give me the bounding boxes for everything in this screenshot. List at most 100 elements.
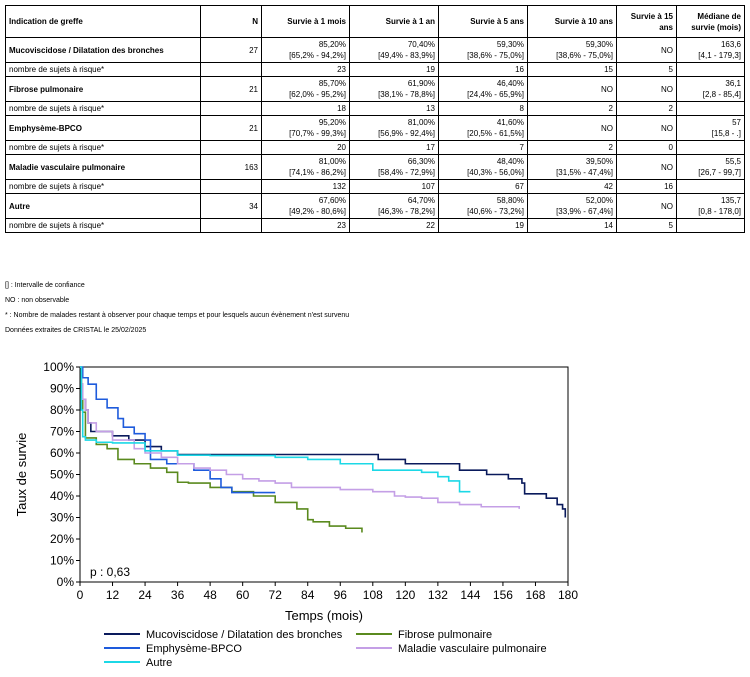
risk-count: 67: [438, 179, 528, 194]
x-tick-label: 168: [525, 588, 545, 602]
risk-row: nombre de sujets à risque* 18 13 8 2 2: [5, 101, 745, 116]
survival-value: 41,60%: [496, 118, 524, 127]
survival-ci: [31,5% - 47,4%]: [556, 168, 613, 177]
risk-count: 107: [349, 179, 439, 194]
risk-count: [676, 140, 745, 155]
survival-value: 46,40%: [496, 79, 524, 88]
survival-ci: [49,4% - 83,9%]: [378, 51, 435, 60]
x-tick-label: 84: [301, 588, 315, 602]
x-tick-label: 48: [203, 588, 217, 602]
survival-ci: [70,7% - 99,3%]: [289, 129, 346, 138]
risk-empty: [200, 179, 262, 194]
survival-15y: NO: [616, 154, 677, 180]
survival-chart: 0% 10% 20% 30% 40% 50% 60% 70% 80% 90% 100% 0 12 24 36…: [14, 360, 578, 669]
group-label: Emphysème-BPCO: [5, 115, 201, 141]
survival-ci: [58,4% - 72,9%]: [378, 168, 435, 177]
survival-cell: NO: [527, 115, 617, 141]
risk-label: nombre de sujets à risque*: [5, 101, 201, 116]
group-label: Mucoviscidose / Dilatation des bronches: [5, 37, 201, 63]
table-row: Emphysème-BPCO 21 95,20% [70,7% - 99,3%] 81,…: [5, 115, 745, 141]
survival-cell: 59,30% [38,6% - 75,0%]: [438, 37, 528, 63]
survival-ci: [46,3% - 78,2%]: [378, 207, 435, 216]
group-n: 27: [200, 37, 262, 63]
risk-count: 0: [616, 140, 677, 155]
survival-value: 61,90%: [407, 79, 435, 88]
risk-count: 15: [527, 62, 617, 77]
risk-label: nombre de sujets à risque*: [5, 179, 201, 194]
risk-label: nombre de sujets à risque*: [5, 140, 201, 155]
x-tick-label: 108: [363, 588, 383, 602]
median-value: 57: [732, 118, 741, 127]
group-label: Autre: [5, 193, 201, 219]
median-ci: [0,8 - 178,0]: [698, 207, 741, 216]
survival-value: 85,20%: [318, 40, 346, 49]
table-row: Autre 34 67,60% [49,2% - 80,6%] 64,70% [46,3%…: [5, 193, 745, 219]
median-ci: [2,8 - 85,4]: [702, 90, 741, 99]
survival-table: Indication de greffe N Survie à 1 mois S…: [5, 5, 745, 233]
y-tick-label: 20%: [50, 532, 74, 546]
survival-cell: 66,30% [58,4% - 72,9%]: [349, 154, 439, 180]
risk-label: nombre de sujets à risque*: [5, 218, 201, 233]
risk-count: 42: [527, 179, 617, 194]
survival-ci: [38,6% - 75,0%]: [467, 51, 524, 60]
median-ci: [4,1 - 179,3]: [698, 51, 741, 60]
x-axis-label: Temps (mois): [285, 608, 363, 623]
table-row: Mucoviscidose / Dilatation des bronches 2…: [5, 37, 745, 63]
y-axis-label: Taux de survie: [14, 433, 29, 517]
survival-cell: 67,60% [49,2% - 80,6%]: [261, 193, 350, 219]
median-ci: [15,8 - .]: [711, 129, 741, 138]
x-tick-label: 156: [493, 588, 513, 602]
survival-ci: [74,1% - 86,2%]: [289, 168, 346, 177]
survival-value: 81,00%: [407, 118, 435, 127]
footnotes: [] : Intervalle de confiance NO : non ob…: [5, 278, 349, 338]
col-header-1y: Survie à 1 an: [349, 5, 439, 38]
median-value: 135,7: [720, 196, 741, 205]
table-row: Maladie vasculaire pulmonaire 163 81,00% [7…: [5, 154, 745, 180]
survival-value: 66,30%: [407, 157, 435, 166]
y-tick-label: 40%: [50, 489, 74, 503]
median-ci: [26,7 - 99,7]: [698, 168, 741, 177]
survival-value: 58,80%: [496, 196, 524, 205]
x-tick-label: 120: [395, 588, 415, 602]
survival-ci: [24,4% - 65,9%]: [467, 90, 524, 99]
risk-count: [676, 101, 745, 116]
series-line: [80, 366, 471, 493]
legend-label: Fibrose pulmonaire: [398, 629, 492, 641]
survival-ci: [33,9% - 67,4%]: [556, 207, 613, 216]
legend-label: Mucoviscidose / Dilatation des bronches: [146, 629, 343, 641]
series-line: [80, 366, 276, 494]
y-tick-label: 0%: [57, 575, 75, 589]
y-tick-label: 50%: [50, 468, 74, 482]
col-header-indication: Indication de greffe: [5, 5, 201, 38]
col-header-median: Médiane de survie (mois): [676, 5, 745, 38]
group-n: 34: [200, 193, 262, 219]
survival-cell: 85,20% [65,2% - 94,2%]: [261, 37, 350, 63]
survival-value: 67,60%: [318, 196, 346, 205]
p-value-annotation: p : 0,63: [90, 565, 130, 579]
risk-count: 17: [349, 140, 439, 155]
group-label: Maladie vasculaire pulmonaire: [5, 154, 201, 180]
risk-count: 19: [349, 62, 439, 77]
risk-empty: [200, 140, 262, 155]
survival-cell: 81,00% [74,1% - 86,2%]: [261, 154, 350, 180]
survival-15y: NO: [616, 193, 677, 219]
col-header-n: N: [200, 5, 262, 38]
x-tick-label: 24: [138, 588, 152, 602]
survival-ci: [20,5% - 61,5%]: [467, 129, 524, 138]
median-cell: 163,6 [4,1 - 179,3]: [676, 37, 745, 63]
survival-15y: NO: [616, 115, 677, 141]
y-tick-label: 60%: [50, 446, 74, 460]
risk-count: 18: [261, 101, 350, 116]
survival-value: 70,40%: [407, 40, 435, 49]
risk-count: 23: [261, 218, 350, 233]
x-tick-label: 96: [334, 588, 348, 602]
legend-label: Maladie vasculaire pulmonaire: [398, 643, 547, 655]
risk-empty: [200, 218, 262, 233]
risk-count: [676, 62, 745, 77]
median-cell: 55,5 [26,7 - 99,7]: [676, 154, 745, 180]
survival-value: 59,30%: [496, 40, 524, 49]
survival-15y: NO: [616, 76, 677, 102]
survival-value: 59,30%: [585, 40, 613, 49]
risk-count: 16: [616, 179, 677, 194]
col-header-5y: Survie à 5 ans: [438, 5, 528, 38]
